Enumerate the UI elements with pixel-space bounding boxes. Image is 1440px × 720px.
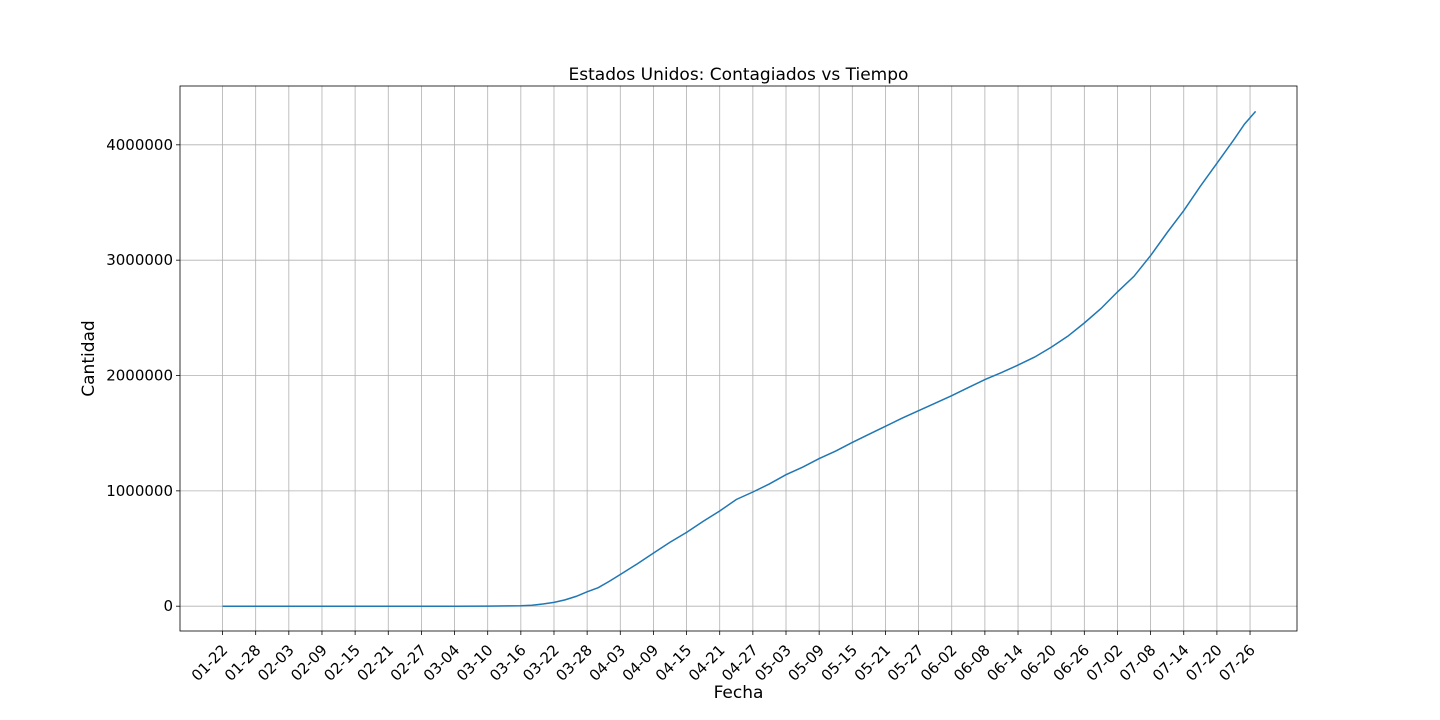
x-tick-label: 07-02: [1083, 641, 1127, 685]
x-tick-label: 06-02: [917, 641, 961, 685]
x-tick-label: 04-15: [652, 641, 696, 685]
x-tick-label: 05-15: [818, 641, 862, 685]
plot-area: [179, 85, 1298, 632]
x-tick-label: 02-27: [387, 641, 431, 685]
x-tick-label: 06-26: [1050, 641, 1094, 685]
x-tick-label: 06-08: [950, 641, 994, 685]
x-axis-label: Fecha: [714, 683, 764, 703]
x-tick-label: 03-16: [486, 641, 530, 685]
x-tick-label: 02-15: [320, 641, 364, 685]
x-tick-label: 01-22: [188, 641, 232, 685]
x-tick-label: 01-28: [221, 641, 265, 685]
x-tick-label: 03-28: [552, 641, 596, 685]
x-tick-label: 07-08: [1116, 641, 1160, 685]
x-tick-label: 02-03: [254, 641, 298, 685]
y-axis-label: Cantidad: [79, 320, 99, 396]
x-tick-label: 04-21: [685, 641, 729, 685]
x-tick-label: 05-09: [784, 641, 828, 685]
y-tick-label: 2000000: [106, 367, 173, 385]
y-tick-label: 1000000: [106, 482, 173, 500]
chart-title: Estados Unidos: Contagiados vs Tiempo: [569, 65, 909, 85]
y-tick-label: 3000000: [106, 251, 173, 269]
y-tick-label: 0: [163, 597, 173, 615]
x-tick-label: 02-09: [287, 641, 331, 685]
x-tick-label: 06-20: [1016, 641, 1060, 685]
grid-lines: [180, 86, 1297, 631]
x-tick-label: 04-03: [586, 641, 630, 685]
x-tick-label: 03-04: [420, 641, 464, 685]
y-tick-label: 4000000: [106, 136, 173, 154]
x-tick-label: 04-09: [619, 641, 663, 685]
x-tick-label: 07-20: [1182, 641, 1226, 685]
x-tick-label: 04-27: [718, 641, 762, 685]
x-tick-label: 05-21: [851, 641, 895, 685]
x-tick-label: 03-22: [519, 641, 563, 685]
x-tick-label: 05-27: [884, 641, 928, 685]
x-tick-label: 05-03: [751, 641, 795, 685]
x-tick-label: 03-10: [453, 641, 497, 685]
x-tick-label: 07-14: [1149, 641, 1193, 685]
x-tick-label: 07-26: [1215, 641, 1259, 685]
series-line-contagiados: [222, 110, 1257, 607]
x-tick-label: 02-21: [354, 641, 398, 685]
axis-ticks: 01-2201-2802-0302-0902-1502-2102-2703-04…: [106, 136, 1259, 685]
x-tick-label: 06-14: [983, 641, 1027, 685]
